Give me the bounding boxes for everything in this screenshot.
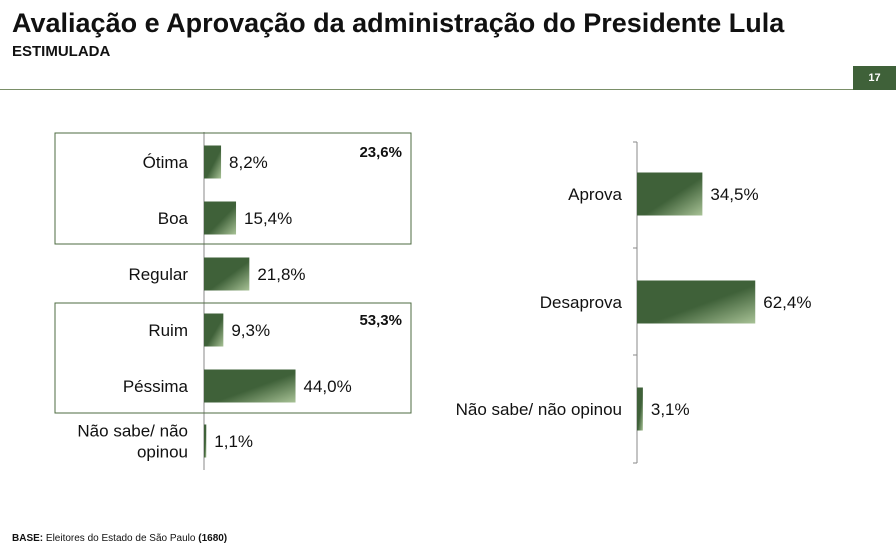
- category-label-aprova: Aprova: [568, 185, 622, 204]
- bar-aprova: [637, 172, 703, 216]
- value-label-nao-sabe-nao-opinou: 3,1%: [651, 400, 690, 419]
- value-label-ruim: 9,3%: [231, 321, 270, 340]
- value-label-nao-sabe-nao-opinou: 1,1%: [214, 432, 253, 451]
- base-text: Eleitores do Estado de São Paulo: [43, 533, 199, 544]
- value-label-boa: 15,4%: [244, 209, 292, 228]
- base-footnote: BASE: Eleitores do Estado de São Paulo (…: [12, 533, 227, 544]
- bar-nao-sabe-nao-opinou: [204, 424, 207, 458]
- value-label-regular: 21,8%: [257, 265, 305, 284]
- category-label-boa: Boa: [158, 209, 189, 228]
- base-sample-size: (1680): [198, 533, 228, 544]
- category-label-ruim: Ruim: [148, 321, 188, 340]
- bar-regular: [204, 257, 250, 291]
- page-subtitle: ESTIMULADA: [12, 43, 111, 60]
- value-label-aprova: 34,5%: [710, 185, 758, 204]
- bar-otima: [204, 145, 222, 179]
- category-label-nao-sabe-nao-opinou: Não sabe/ não opinou: [456, 400, 622, 419]
- value-label-desaprova: 62,4%: [763, 293, 811, 312]
- group-frame-1: [54, 132, 412, 245]
- category-label-nao-sabe-nao-opinou: Não sabe/ não opinou: [77, 422, 188, 462]
- bar-boa: [204, 201, 237, 235]
- header-divider: [0, 89, 853, 90]
- group-frame-2: [54, 302, 412, 414]
- group-total-label: 23,6%: [359, 144, 402, 161]
- value-label-otima: 8,2%: [229, 153, 268, 172]
- bar-nao-sabe-nao-opinou: [637, 387, 643, 431]
- page-title: Avaliação e Aprovação da administração d…: [12, 8, 785, 38]
- page-number-badge: 17: [853, 66, 896, 90]
- value-label-pessima: 44,0%: [304, 377, 352, 396]
- category-label-regular: Regular: [128, 265, 188, 284]
- category-label-desaprova: Desaprova: [540, 293, 623, 312]
- category-label-otima: Ótima: [143, 153, 189, 172]
- bar-pessima: [204, 369, 296, 403]
- base-label: BASE:: [12, 533, 44, 544]
- group-total-label: 53,3%: [359, 312, 402, 329]
- bar-desaprova: [637, 280, 756, 324]
- bar-ruim: [204, 313, 224, 347]
- category-label-pessima: Péssima: [123, 377, 189, 396]
